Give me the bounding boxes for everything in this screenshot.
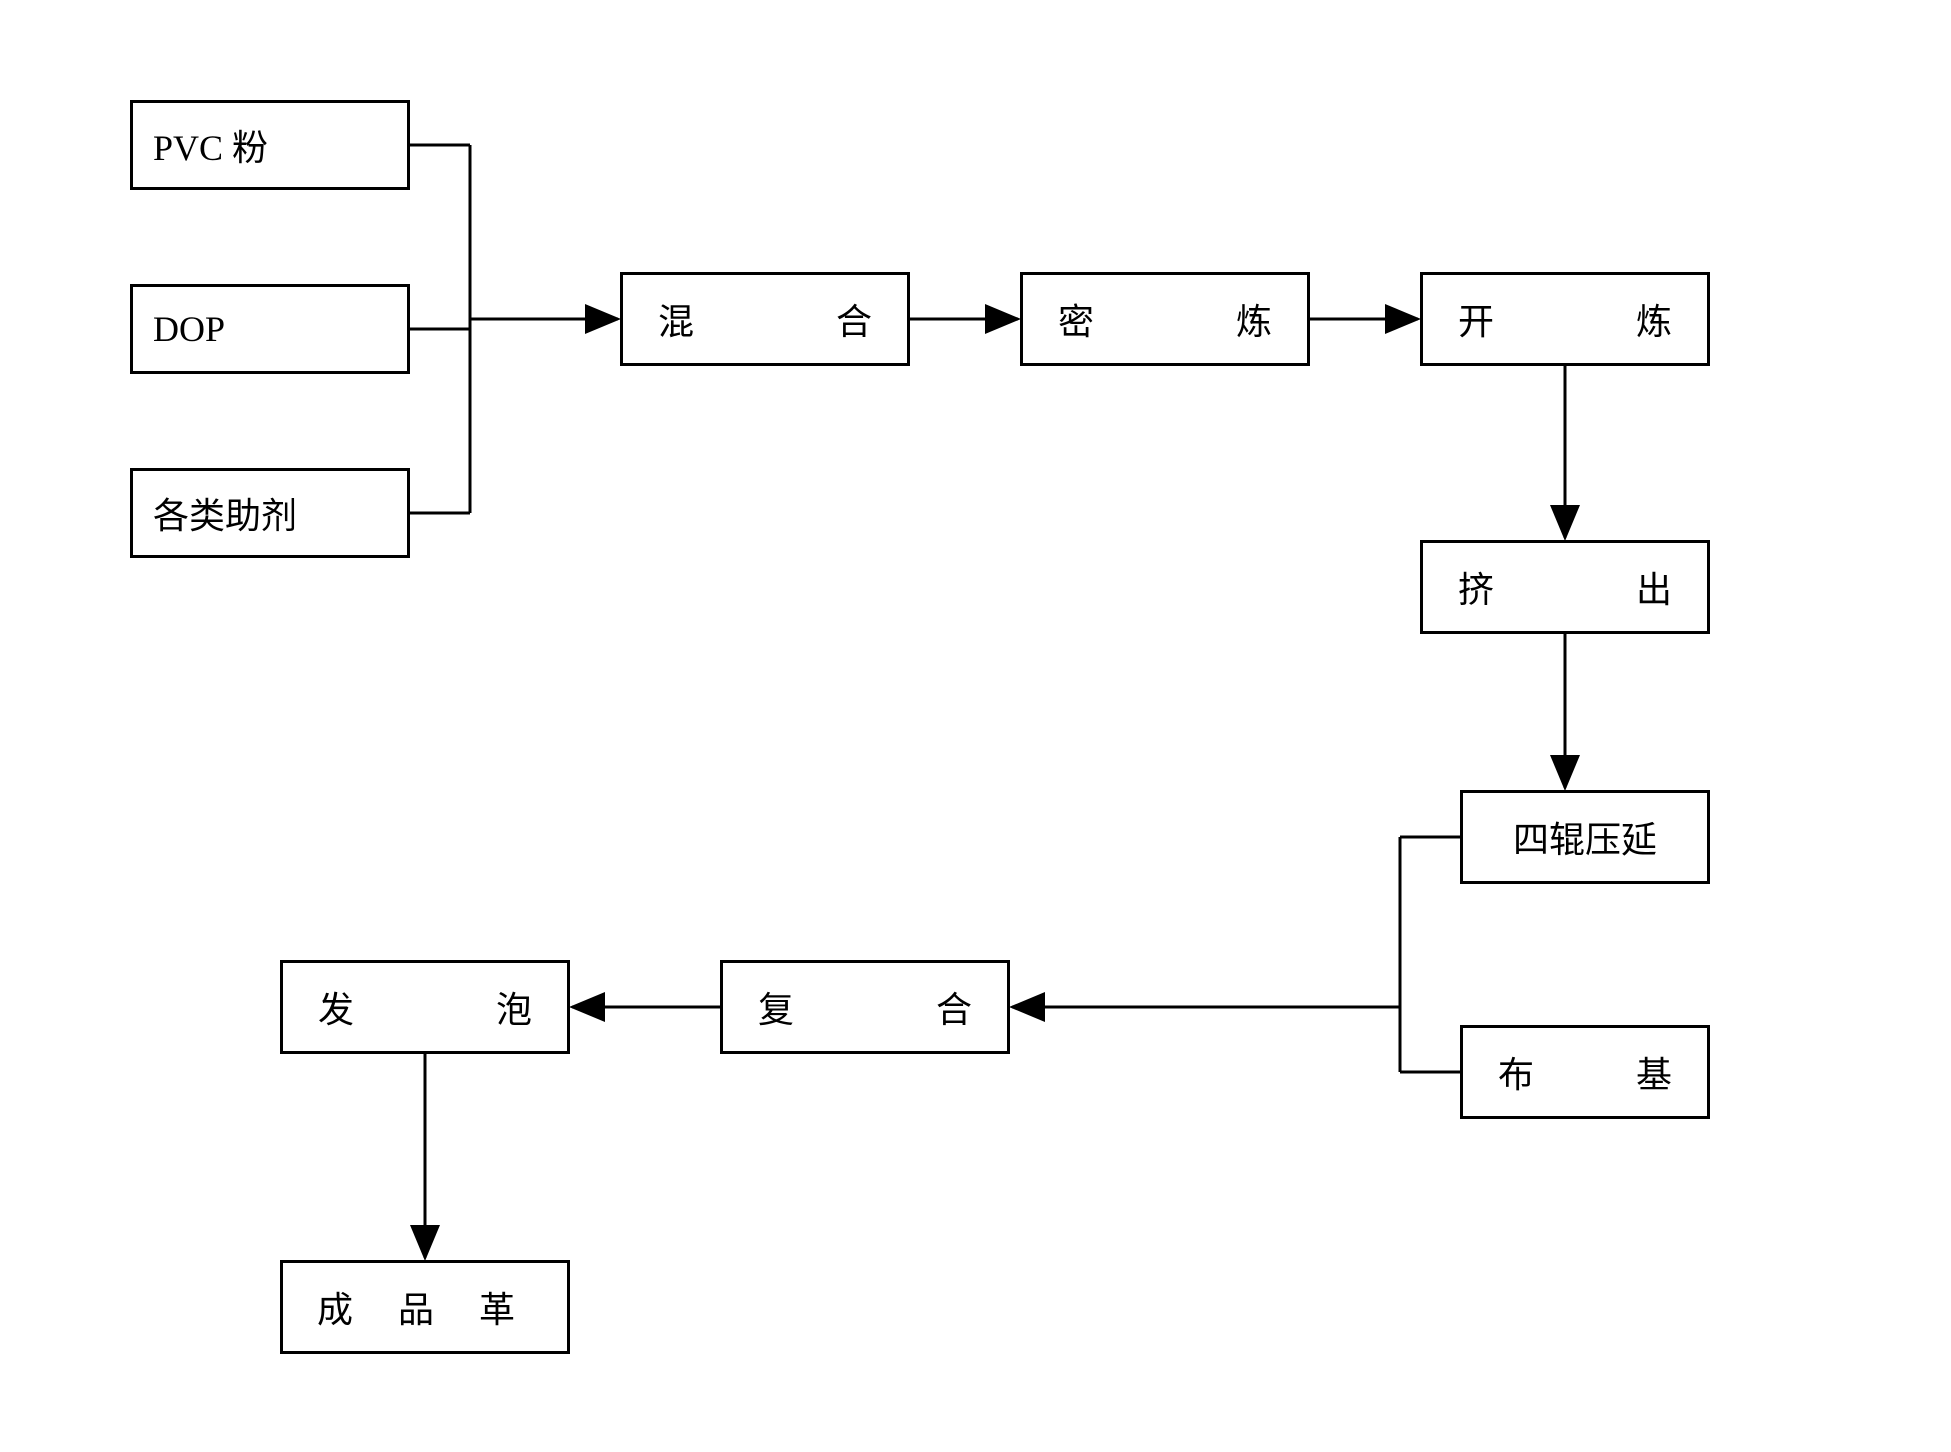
node-open-milling: 开 炼 — [1420, 272, 1710, 366]
node-fabric-base: 布 基 — [1460, 1025, 1710, 1119]
node-pvc-powder: PVC 粉 — [130, 100, 410, 190]
node-label-left: 密 — [1058, 293, 1094, 345]
node-dop: DOP — [130, 284, 410, 374]
node-label-left: 复 — [758, 981, 794, 1033]
flowchart-arrows — [0, 0, 1951, 1452]
node-mixing: 混 合 — [620, 272, 910, 366]
node-label-right: 炼 — [1636, 293, 1672, 345]
node-label: DOP — [153, 308, 225, 350]
node-additives: 各类助剂 — [130, 468, 410, 558]
node-label-right: 合 — [936, 981, 972, 1033]
node-label-left: 发 — [318, 981, 354, 1033]
node-label: 成 品 革 — [317, 1281, 533, 1333]
node-lamination: 复 合 — [720, 960, 1010, 1054]
node-banbury-mixing: 密 炼 — [1020, 272, 1310, 366]
node-foaming: 发 泡 — [280, 960, 570, 1054]
node-label-left: 布 — [1498, 1046, 1534, 1098]
node-label-right: 合 — [836, 293, 872, 345]
node-label-left: 混 — [658, 293, 694, 345]
node-label: PVC 粉 — [153, 119, 268, 171]
node-label-right: 炼 — [1236, 293, 1272, 345]
node-label-left: 挤 — [1458, 561, 1494, 613]
node-extrusion: 挤 出 — [1420, 540, 1710, 634]
node-label: 各类助剂 — [153, 487, 297, 539]
node-finished-leather: 成 品 革 — [280, 1260, 570, 1354]
node-four-roll-calendering: 四辊压延 — [1460, 790, 1710, 884]
node-label-right: 基 — [1636, 1046, 1672, 1098]
node-label-left: 开 — [1458, 293, 1494, 345]
node-label: 四辊压延 — [1513, 811, 1657, 863]
node-label-right: 出 — [1636, 561, 1672, 613]
node-label-right: 泡 — [496, 981, 532, 1033]
